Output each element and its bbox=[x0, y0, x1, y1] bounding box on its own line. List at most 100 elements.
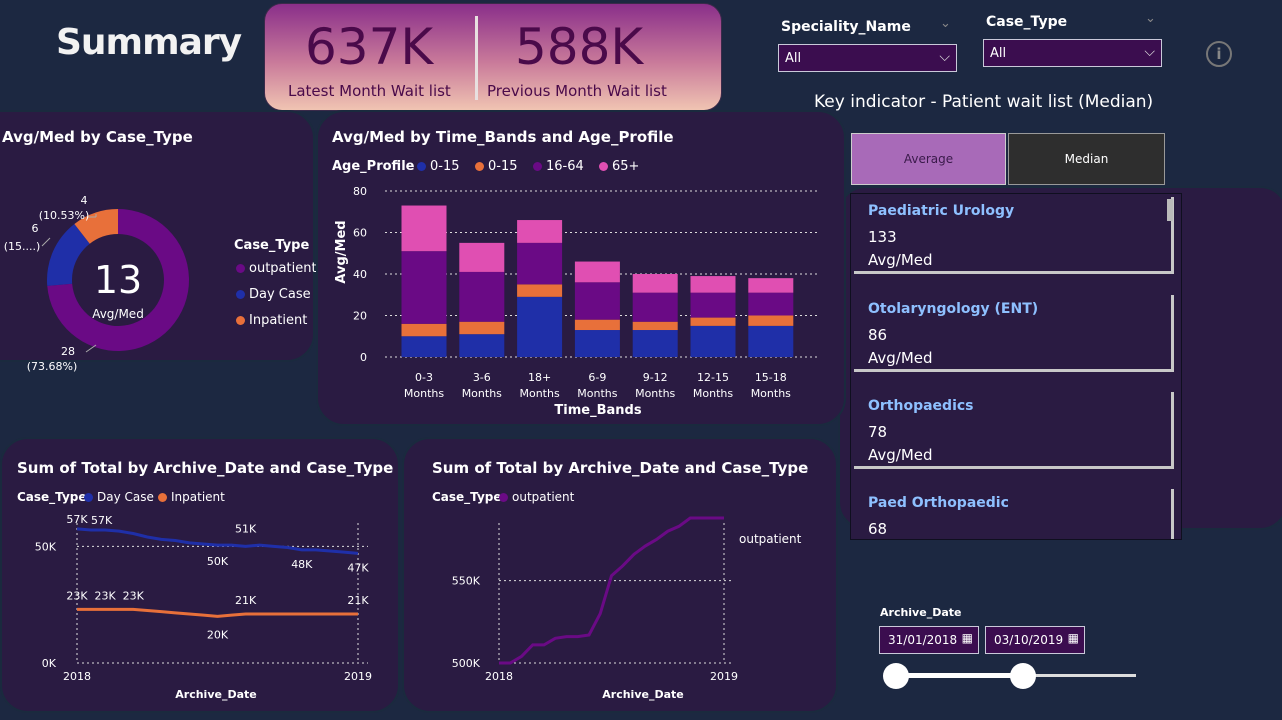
bar-segment[interactable] bbox=[690, 292, 736, 318]
bar-segment[interactable] bbox=[517, 242, 563, 285]
page-title: Summary bbox=[56, 22, 242, 63]
key-indicator-list[interactable] bbox=[850, 193, 1182, 540]
date-slider-end-handle[interactable] bbox=[1010, 663, 1037, 689]
median-button[interactable]: Median bbox=[1008, 133, 1165, 185]
x-tick-label: 2018 bbox=[63, 670, 91, 683]
data-label: 51K bbox=[235, 522, 257, 535]
data-label: 48K bbox=[291, 558, 313, 571]
bar-xlabel: Time_Bands bbox=[554, 403, 641, 418]
line1-title: Sum of Total by Archive_Date and Case_Ty… bbox=[17, 459, 394, 477]
bar-legend-item[interactable]: 65+ bbox=[599, 159, 639, 174]
donut-legend-item[interactable]: Day Case bbox=[236, 287, 311, 302]
bar-segment[interactable] bbox=[632, 321, 678, 331]
line-series-outpatient[interactable] bbox=[499, 516, 724, 665]
x-tick-label: 15-18 bbox=[755, 371, 787, 384]
info-icon[interactable]: i bbox=[1206, 41, 1232, 67]
line-legend-item[interactable]: Day Case bbox=[84, 490, 154, 504]
end-date-input[interactable]: 03/10/2019 ▦ bbox=[985, 626, 1085, 654]
donut-center-label: Avg/Med bbox=[92, 307, 144, 321]
x-tick-label: 3-6 bbox=[473, 371, 491, 384]
bar-segment[interactable] bbox=[748, 292, 794, 316]
bar-segment[interactable] bbox=[459, 242, 505, 272]
start-date-value: 31/01/2018 bbox=[888, 633, 958, 647]
data-label: 21K bbox=[235, 594, 257, 607]
previous-wait-label: Previous Month Wait list bbox=[487, 82, 667, 100]
bar-segment[interactable] bbox=[632, 330, 678, 357]
bar-segment[interactable] bbox=[517, 284, 563, 297]
speciality-dropdown[interactable]: All ⌵ bbox=[778, 44, 957, 72]
average-button[interactable]: Average bbox=[851, 133, 1006, 185]
bar-segment[interactable] bbox=[401, 336, 447, 357]
donut-label-daycase-pct: (15....) bbox=[4, 240, 41, 253]
calendar-icon[interactable]: ▦ bbox=[961, 631, 973, 645]
start-date-input[interactable]: 31/01/2018 ▦ bbox=[879, 626, 979, 654]
bar-segment[interactable] bbox=[459, 334, 505, 357]
donut-slice-outpatient[interactable] bbox=[47, 209, 190, 351]
y-tick-label: 550K bbox=[452, 575, 481, 588]
donut-slice-day-case[interactable] bbox=[47, 223, 90, 286]
speciality-collapse-icon[interactable]: ⌄ bbox=[940, 16, 951, 31]
data-label: 47K bbox=[347, 561, 369, 574]
legend-dot bbox=[236, 290, 245, 299]
legend-label: outpatient bbox=[249, 261, 317, 276]
line-series-inpatient[interactable] bbox=[77, 607, 358, 618]
bar-segment[interactable] bbox=[748, 278, 794, 293]
bar-segment[interactable] bbox=[517, 296, 563, 357]
donut-legend-item[interactable]: outpatient bbox=[236, 261, 317, 276]
key-indicator-card: Orthopaedics 78 Avg/Med bbox=[854, 392, 1174, 469]
bar-legend-item[interactable]: 0-15 bbox=[417, 159, 460, 174]
bar-chart: 0 20 40 60 80 0-3 Months 3-6 Months 18+ Months 6-9… bbox=[334, 185, 817, 418]
legend-label: Day Case bbox=[97, 490, 154, 504]
end-date-value: 03/10/2019 bbox=[994, 633, 1064, 647]
line1-legend-title: Case_Type bbox=[17, 490, 87, 504]
calendar-icon[interactable]: ▦ bbox=[1067, 631, 1079, 645]
bar-segment[interactable] bbox=[574, 261, 620, 283]
bar-segment[interactable] bbox=[690, 276, 736, 293]
bar-legend-item[interactable]: 16-64 bbox=[533, 159, 584, 174]
legend-dot bbox=[533, 162, 542, 171]
case-type-dropdown[interactable]: All ⌵ bbox=[983, 39, 1162, 67]
donut-label-outpatient-value: 28 bbox=[61, 345, 75, 358]
line-legend-item[interactable]: Inpatient bbox=[158, 490, 225, 504]
bar-segment[interactable] bbox=[632, 292, 678, 322]
data-label: 23K bbox=[66, 589, 88, 602]
bar-segment[interactable] bbox=[690, 317, 736, 326]
ki-value-label: Avg/Med bbox=[868, 446, 933, 464]
key-indicator-card: Paed Orthopaedic 68 bbox=[854, 489, 1174, 539]
line-legend-item[interactable]: outpatient bbox=[499, 490, 574, 504]
bar-legend-item[interactable]: 0-15 bbox=[475, 159, 518, 174]
bar-segment[interactable] bbox=[401, 205, 447, 252]
ki-value: 86 bbox=[868, 326, 888, 344]
list-scrollbar[interactable] bbox=[1167, 199, 1173, 221]
case-type-collapse-icon[interactable]: ⌄ bbox=[1145, 11, 1156, 26]
bar-segment[interactable] bbox=[748, 325, 794, 357]
bar-segment[interactable] bbox=[748, 315, 794, 326]
average-button-label: Average bbox=[903, 152, 954, 166]
donut-slice-inpatient[interactable] bbox=[74, 209, 118, 244]
bar-segment[interactable] bbox=[632, 274, 678, 293]
donut-label-daycase-value: 6 bbox=[32, 222, 39, 235]
bar-segment[interactable] bbox=[574, 319, 620, 331]
date-slider-start-handle[interactable] bbox=[883, 663, 909, 689]
x-tick-label: 2019 bbox=[710, 670, 738, 683]
latest-wait-label: Latest Month Wait list bbox=[288, 82, 451, 100]
line2-end-label: outpatient bbox=[739, 532, 802, 546]
x-tick-label-line2: Months bbox=[404, 387, 444, 400]
data-label: 57K bbox=[91, 515, 113, 527]
bar-segment[interactable] bbox=[459, 321, 505, 335]
bar-segment[interactable] bbox=[574, 330, 620, 357]
donut-legend-item[interactable]: Inpatient bbox=[236, 313, 307, 328]
bar-segment[interactable] bbox=[401, 323, 447, 337]
line-series-day-case[interactable] bbox=[76, 527, 359, 555]
line1-card bbox=[0, 437, 400, 713]
y-tick-label: 50K bbox=[35, 540, 57, 553]
x-tick-label-line2: Months bbox=[519, 387, 559, 400]
bar-segment[interactable] bbox=[459, 271, 505, 322]
bar-segment[interactable] bbox=[574, 282, 620, 320]
bar-segment[interactable] bbox=[401, 251, 447, 324]
bar-segment[interactable] bbox=[517, 220, 563, 243]
legend-label: Day Case bbox=[249, 287, 311, 302]
y-tick-label: 80 bbox=[353, 185, 367, 198]
legend-dot bbox=[236, 264, 245, 273]
bar-segment[interactable] bbox=[690, 325, 736, 357]
